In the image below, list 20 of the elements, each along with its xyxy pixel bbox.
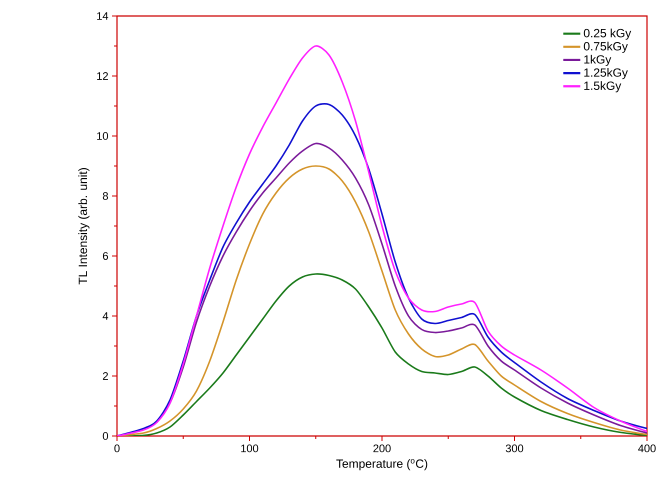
y-tick-label: 6 [102, 252, 108, 260]
y-tick-label: 8 [102, 192, 108, 200]
legend-label: 0.75kGy [584, 42, 628, 53]
y-tick-label: 2 [102, 372, 108, 380]
x-tick-label: 200 [373, 444, 391, 452]
y-tick-label: 0 [102, 432, 108, 440]
x-tick-label: 300 [506, 444, 524, 452]
y-tick-label: 14 [97, 12, 108, 20]
legend-label: 1.5kGy [584, 81, 622, 92]
y-tick-label: 4 [102, 312, 108, 320]
x-tick-label: 400 [638, 444, 656, 452]
legend-label: 1kGy [584, 54, 612, 66]
x-tick-label: 0 [114, 444, 120, 452]
legend-label: 1.25kGy [584, 68, 628, 80]
y-axis-title: TL Intensity (arb. unit) [78, 168, 90, 284]
x-tick-label: 100 [241, 444, 258, 452]
legend-label: 0.25 kGy [584, 28, 632, 40]
y-tick-label: 10 [97, 132, 108, 140]
x-axis-title: Temperature ($^{o}$C) [336, 459, 428, 470]
y-tick-label: 12 [97, 72, 108, 80]
